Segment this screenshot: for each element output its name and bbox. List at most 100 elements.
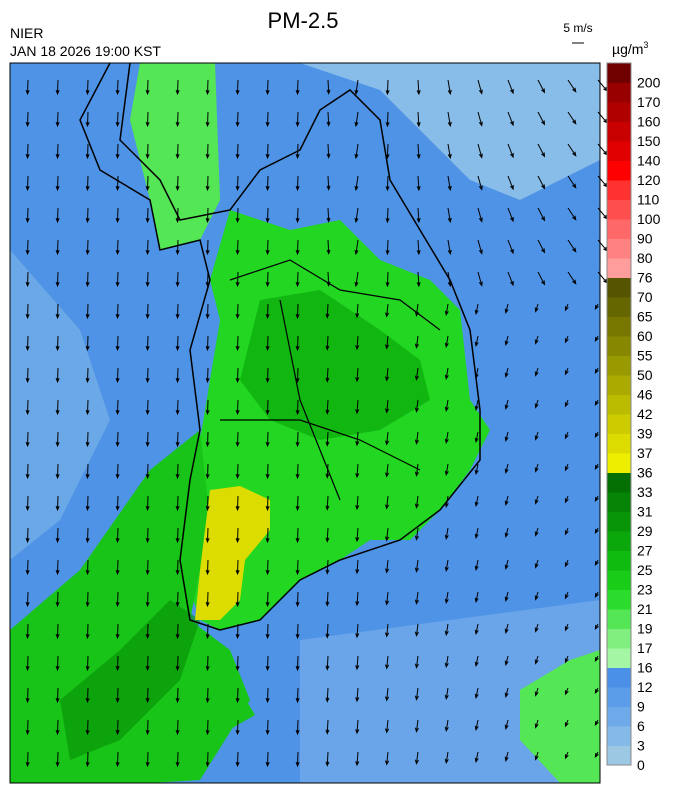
- wind-arrow: [25, 431, 30, 448]
- wind-arrow: [534, 719, 539, 729]
- wind-arrow: [325, 527, 330, 543]
- wind-arrow: [414, 655, 419, 669]
- wind-arrows: [25, 79, 608, 768]
- wind-arrow: [25, 719, 30, 736]
- wind-arrow: [265, 207, 270, 224]
- wind-arrow: [355, 399, 360, 415]
- wind-arrow: [175, 239, 180, 256]
- wind-arrow: [477, 111, 483, 127]
- wind-arrow: [25, 271, 30, 288]
- wind-arrow: [594, 655, 599, 663]
- wind-arrow: [25, 655, 30, 672]
- wind-arrow: [385, 719, 390, 734]
- wind-arrow: [594, 495, 599, 503]
- wind-arrow: [385, 495, 390, 510]
- colorbar-label: 200: [637, 75, 661, 91]
- wind-arrow: [295, 175, 300, 192]
- wind-arrow: [295, 687, 300, 704]
- wind-arrow: [416, 175, 421, 192]
- wind-arrow: [326, 111, 331, 127]
- colorbar-label: 39: [637, 426, 653, 442]
- colorbar-label: 6: [637, 718, 645, 734]
- wind-arrow: [444, 495, 449, 509]
- wind-arrow: [385, 655, 390, 670]
- wind-arrow: [205, 303, 210, 320]
- wind-arrow: [175, 463, 180, 480]
- wind-arrow: [115, 719, 120, 736]
- wind-arrow: [235, 527, 240, 544]
- wind-arrow: [504, 463, 509, 474]
- colorbar-label: 100: [637, 211, 661, 227]
- wind-arrow: [325, 655, 330, 671]
- wind-arrow: [265, 623, 270, 640]
- wind-arrow: [507, 175, 514, 191]
- wind-arrow: [55, 399, 60, 416]
- coastline: [79, 63, 481, 631]
- wind-arrow: [295, 271, 300, 288]
- wind-arrow: [385, 143, 390, 160]
- land-green: [520, 650, 600, 783]
- wind-arrow: [175, 175, 180, 192]
- wind-arrow: [504, 687, 509, 698]
- wind-arrow: [145, 431, 150, 448]
- wind-arrow: [145, 367, 150, 384]
- wind-arrow: [145, 143, 150, 160]
- wind-arrow: [265, 495, 270, 512]
- wind-arrow: [534, 303, 539, 313]
- wind-arrow: [85, 303, 90, 320]
- unit-text: µg/m: [612, 41, 643, 57]
- wind-arrow: [385, 303, 390, 318]
- wind-arrow: [145, 591, 150, 608]
- wind-arrow: [325, 303, 330, 319]
- wind-arrow: [594, 303, 599, 311]
- wind-arrow: [115, 367, 120, 384]
- wind-arrow: [235, 239, 240, 256]
- colorbar-segment: [607, 745, 631, 766]
- colorbar-label: 21: [637, 601, 653, 617]
- wind-arrow: [235, 655, 240, 672]
- wind-arrow: [85, 335, 90, 352]
- wind-arrow: [175, 719, 180, 736]
- wind-arrow: [175, 271, 180, 288]
- unit-sup: 3: [643, 40, 648, 50]
- wind-arrow: [235, 559, 240, 576]
- wind-arrow: [55, 687, 60, 704]
- wind-arrow: [265, 687, 270, 704]
- wind-arrow: [85, 687, 90, 704]
- wind-arrow: [295, 655, 300, 672]
- colorbar-segment: [607, 433, 631, 454]
- map-frame: [9, 62, 601, 784]
- wind-arrow: [355, 303, 360, 319]
- colorbar-label: 50: [637, 367, 653, 383]
- wind-arrow: [205, 175, 210, 192]
- wind-arrow: [235, 719, 240, 736]
- wind-arrow: [447, 175, 452, 192]
- colorbar-label: 27: [637, 543, 653, 559]
- wind-scale: 5 m/s: [563, 21, 592, 35]
- wind-arrow: [564, 655, 569, 664]
- land-dark: [60, 600, 200, 760]
- wind-arrow: [115, 655, 120, 672]
- unit: µg/m3: [612, 40, 648, 57]
- wind-arrow: [534, 591, 539, 601]
- agency: NIER: [10, 25, 43, 41]
- colorbar-segment: [607, 355, 631, 376]
- colorbar-label: 110: [637, 192, 660, 208]
- wind-arrow: [85, 271, 90, 288]
- wind-arrow: [55, 655, 60, 672]
- colorbar-segment: [607, 628, 631, 649]
- wind-arrow: [175, 431, 180, 448]
- wind-arrow: [354, 175, 359, 192]
- clean-area: [10, 250, 110, 560]
- wind-arrow: [25, 239, 30, 256]
- wind-arrow: [85, 527, 90, 544]
- wind-arrow: [355, 687, 360, 703]
- wind-arrow: [205, 271, 210, 288]
- wind-arrow: [416, 239, 421, 256]
- colorbar-label: 140: [637, 153, 661, 169]
- wind-arrow: [564, 719, 569, 728]
- wind-arrow: [175, 79, 180, 96]
- wind-arrow: [295, 79, 300, 96]
- wind-arrow: [205, 207, 210, 224]
